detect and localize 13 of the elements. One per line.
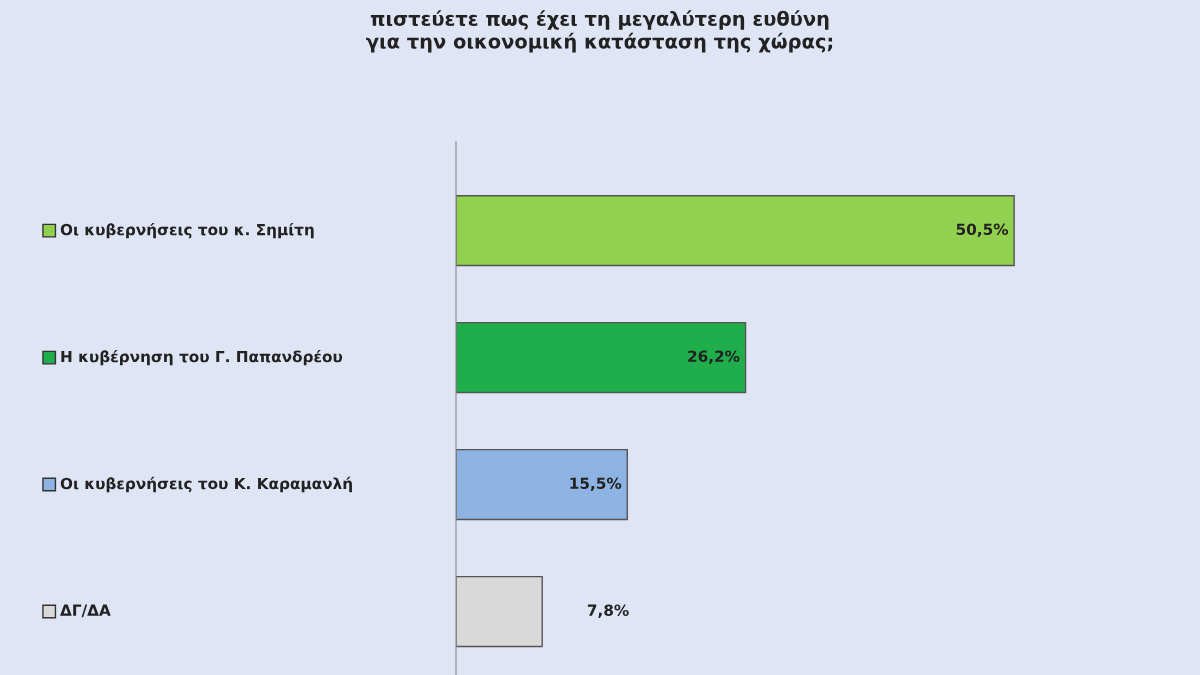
y-tick-label: Οι κυβερνήσεις του κ. Σημίτη (60, 222, 314, 239)
bar (456, 195, 1015, 267)
y-tick-label: Οι κυβερνήσεις του Κ. Καραμανλή (60, 476, 352, 493)
chart-title: πιστεύετε πως έχει τη μεγαλύτερη ευθύνη για την οικονομική κατάσταση της χώρας; (366, 10, 833, 53)
bar (456, 575, 543, 648)
data-label: 7,8% (587, 604, 629, 618)
bar (456, 448, 629, 521)
y-tick-label: Η κυβέρνηση του Γ. Παπανδρέου (61, 349, 343, 366)
bar (456, 321, 747, 394)
data-label: 50,5% (956, 223, 1009, 238)
data-label: 26,2% (688, 350, 740, 364)
y-tick-label: ΔΓ/ΔΑ (60, 604, 111, 618)
data-label: 15,5% (570, 477, 622, 491)
